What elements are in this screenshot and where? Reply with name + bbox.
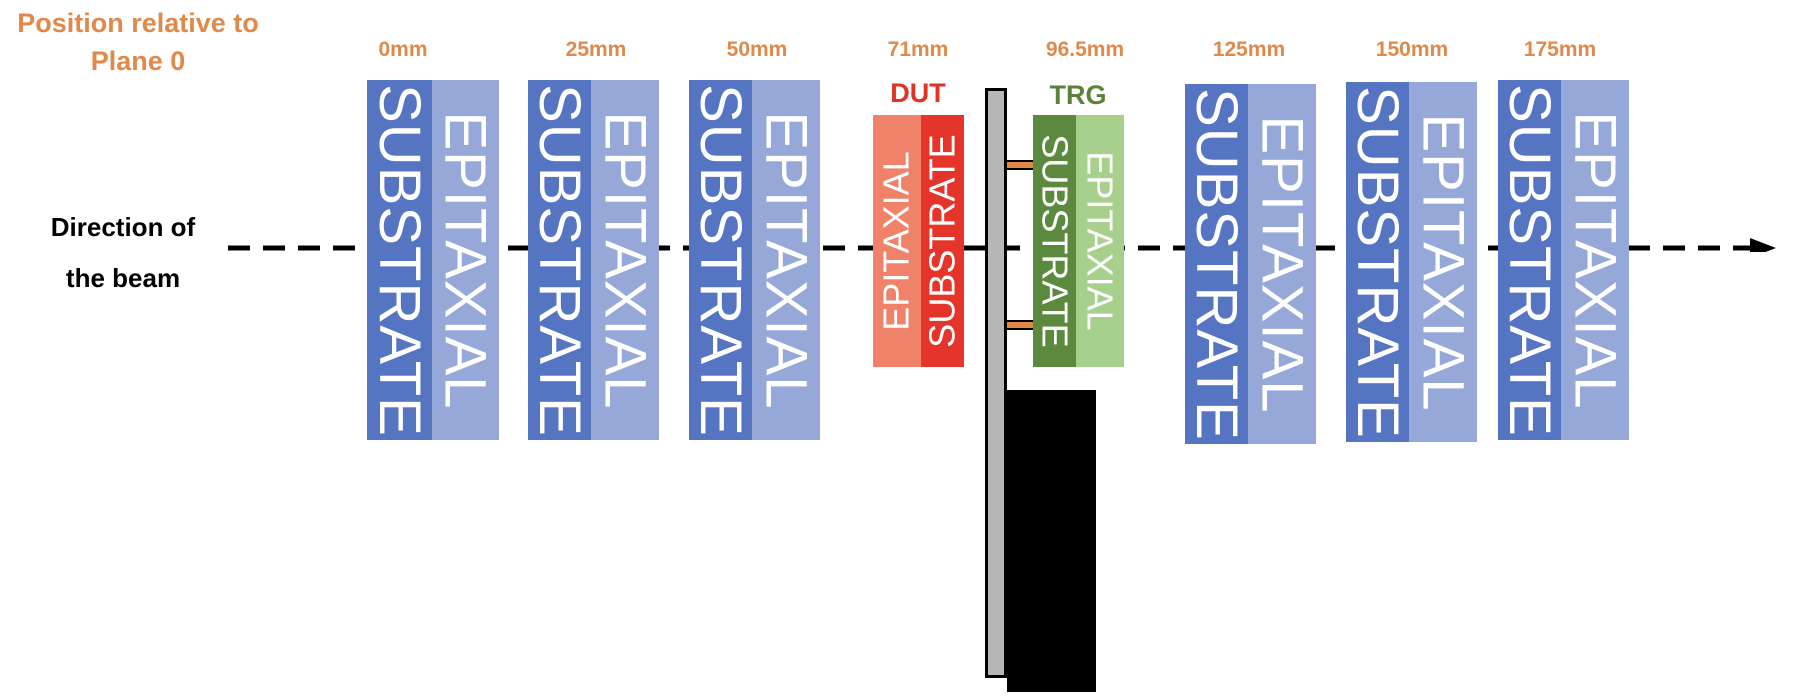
plane-2-substrate-label: SUBSTRATE xyxy=(689,83,752,437)
beam-arrowhead-icon xyxy=(1750,238,1776,252)
plane-5-substrate-label: SUBSTRATE xyxy=(1498,83,1561,437)
plane-4-epitaxial-label: EPITAXIAL xyxy=(1410,112,1476,412)
plane-1-substrate-label: SUBSTRATE xyxy=(528,83,591,437)
plane-2-epitaxial-label: EPITAXIAL xyxy=(753,110,819,410)
plane-5-epitaxial-label: EPITAXIAL xyxy=(1562,110,1628,410)
dut-position: 71mm xyxy=(887,38,949,61)
diagram-title: Position relative to Plane 0 xyxy=(17,8,259,76)
plane-1-position: 25mm xyxy=(565,38,627,61)
trg-substrate-label: SUBSTRATE xyxy=(1034,134,1076,348)
plane-0-position: 0mm xyxy=(378,38,428,61)
dut-label: DUT xyxy=(890,78,946,108)
trg-epitaxial-label: EPITAXIAL xyxy=(1080,151,1121,331)
dut-substrate: SUBSTRATE xyxy=(921,115,964,367)
plane-2-position: 50mm xyxy=(726,38,788,61)
plane-2-epitaxial: EPITAXIAL xyxy=(752,80,820,440)
support-pin-upper xyxy=(1007,160,1033,170)
dut-substrate-label: SUBSTRATE xyxy=(921,134,963,348)
plane-5-substrate: SUBSTRATE xyxy=(1498,80,1561,440)
plane-0-substrate: SUBSTRATE xyxy=(367,80,432,440)
dut-epitaxial-label: EPITAXIAL xyxy=(876,151,917,331)
plane-1-substrate: SUBSTRATE xyxy=(528,80,591,440)
trg-substrate: SUBSTRATE xyxy=(1033,115,1076,367)
plane-3-position: 125mm xyxy=(1212,38,1286,61)
plane-3-epitaxial-label: EPITAXIAL xyxy=(1249,114,1315,414)
plane-4-epitaxial: EPITAXIAL xyxy=(1409,82,1477,442)
plane-2-substrate: SUBSTRATE xyxy=(689,80,752,440)
plane-4-substrate-label: SUBSTRATE xyxy=(1346,85,1409,439)
support-pin-lower xyxy=(1007,320,1033,330)
support-stand xyxy=(1007,390,1096,692)
plane-3-epitaxial: EPITAXIAL xyxy=(1248,84,1316,444)
beam-direction-label: Direction of the beam xyxy=(50,212,196,293)
trg-position: 96.5mm xyxy=(1045,38,1125,61)
plane-0-epitaxial-label: EPITAXIAL xyxy=(433,110,499,410)
dut-epitaxial: EPITAXIAL xyxy=(873,115,921,367)
support-pillar xyxy=(985,88,1007,678)
trg-epitaxial: EPITAXIAL xyxy=(1076,115,1124,367)
plane-3-substrate-label: SUBSTRATE xyxy=(1185,87,1248,441)
plane-5-position: 175mm xyxy=(1523,38,1597,61)
plane-1-epitaxial: EPITAXIAL xyxy=(591,80,659,440)
plane-5-epitaxial: EPITAXIAL xyxy=(1561,80,1629,440)
plane-0-substrate-label: SUBSTRATE xyxy=(367,83,432,437)
trg-label: TRG xyxy=(1049,80,1107,110)
plane-1-epitaxial-label: EPITAXIAL xyxy=(592,110,658,410)
plane-4-position: 150mm xyxy=(1375,38,1449,61)
plane-3-substrate: SUBSTRATE xyxy=(1185,84,1248,444)
plane-4-substrate: SUBSTRATE xyxy=(1346,82,1409,442)
plane-0-epitaxial: EPITAXIAL xyxy=(432,80,499,440)
